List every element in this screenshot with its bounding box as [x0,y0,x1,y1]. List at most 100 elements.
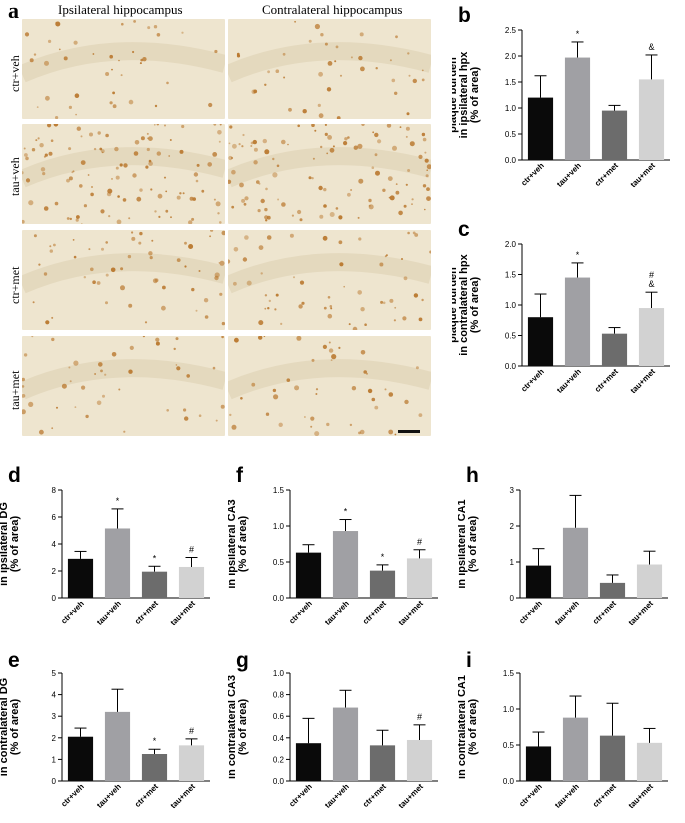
scale-bar [398,430,420,433]
significance-marker: & [648,42,654,52]
x-tick-label: tau+met [397,782,425,810]
y-tick-label: 1 [510,558,515,567]
x-tick-label: tau+veh [95,782,123,810]
y-tick-label: 5 [52,669,57,678]
y-axis-label-line: (% of area) [467,699,479,756]
x-tick-label: ctr+veh [517,782,544,809]
y-axis-label-line: in ipsilateral CA3 [228,499,238,588]
panel-letter-a: a [8,0,19,23]
y-tick-label: 3 [52,712,57,721]
x-tick-label: ctr+met [593,161,620,188]
bar-ctr-met [599,582,626,598]
y-axis-label-line: (% of area) [237,699,249,756]
y-tick-label: 1.0 [505,104,517,113]
y-tick-label: 1.5 [273,486,285,495]
y-axis-label-line: (% of area) [237,516,249,573]
bar-tau-met [178,745,205,781]
x-tick-label: tau+met [629,161,657,189]
panel-letter-h: h [466,464,479,487]
y-tick-label: 1.0 [273,522,285,531]
micrograph-ctr-veh-contralateral [228,19,431,119]
x-tick-label: ctr+veh [519,367,546,394]
y-tick-label: 0.0 [273,594,285,603]
bar-ctr-veh [295,552,322,598]
x-tick-label: ctr+met [133,782,160,809]
x-tick-label: tau+veh [555,367,583,395]
bar-ctr-veh [525,746,552,781]
row-label-tau-met: tau+met [8,370,22,410]
micrograph-ctr-met-contralateral [228,230,431,330]
x-tick-label: tau+met [397,599,425,627]
x-tick-label: tau+veh [323,599,351,627]
bar-ctr-met [369,570,396,598]
y-tick-label: 2 [52,734,57,743]
bar-tau-met [406,558,433,598]
micrograph-tau-met-contralateral [228,336,431,436]
bar-ctr-met [601,333,628,366]
bar-tau-met [638,79,665,160]
micrograph-tau-veh-ipsilateral [22,124,225,224]
bar-tau-met [636,742,663,781]
significance-marker: * [576,250,580,260]
y-tick-label: 1.5 [505,78,517,87]
panel-letter-e: e [8,649,20,672]
bar-ctr-veh [527,97,554,160]
x-tick-label: ctr+met [361,782,388,809]
x-tick-label: tau+met [627,599,655,627]
micrograph-ctr-veh-ipsilateral [22,19,225,119]
y-tick-label: 1 [52,755,57,764]
x-tick-label: ctr+met [591,782,618,809]
bar-ctr-met [599,735,626,781]
y-axis-label-line: in contralateral DG [0,678,10,776]
bar-ctr-met [369,745,396,781]
y-axis-label-line: in ipsilateral DG [0,502,10,586]
x-tick-label: tau+met [629,367,657,395]
panel-letter-c: c [458,218,470,241]
x-tick-label: ctr+veh [519,161,546,188]
panel-letter-b: b [458,4,471,27]
y-axis-label-line: in contralateral CA1 [458,675,468,779]
bar-tau-veh [332,531,359,598]
significance-marker: & [648,279,654,289]
panel-letter-d: d [8,464,21,487]
significance-marker: * [153,736,157,746]
x-tick-label: ctr+met [133,599,160,626]
micrograph-tau-veh-contralateral [228,124,431,224]
y-axis-label-line: in contralateral hpx [458,253,470,355]
y-tick-label: 1.0 [503,705,515,714]
significance-marker: # [189,726,194,736]
significance-marker: # [649,270,654,280]
y-axis-label-line: in ipsilateral hpx [458,51,470,139]
x-tick-label: ctr+veh [287,599,314,626]
y-tick-label: 8 [52,486,57,495]
bar-tau-met [638,308,665,366]
x-tick-label: tau+met [169,782,197,810]
y-axis-label-line: (% of area) [467,516,479,573]
y-tick-label: 1.0 [273,669,285,678]
chart-c: c plaque burden in contralateral hpx (% of … [452,218,670,395]
y-tick-label: 0.8 [273,691,285,700]
bar-ctr-veh [67,736,94,781]
x-tick-label: tau+met [627,782,655,810]
column-title-contralateral: Contralateral hippocampus [262,2,403,17]
column-title-ipsilateral: Ipsilateral hippocampus [58,2,183,17]
y-tick-label: 2.5 [505,26,517,35]
y-axis-label-line: plaque burden [452,57,459,133]
x-tick-label: ctr+veh [59,599,86,626]
significance-marker: * [381,552,385,562]
y-tick-label: 4 [52,540,57,549]
chart-b: b plaque burden in ipsilateral hpx (% of ar… [452,4,670,189]
significance-marker: * [344,507,348,517]
panel-letter-f: f [236,464,244,487]
x-tick-label: tau+veh [553,782,581,810]
y-axis-label-line: (% of area) [469,67,481,124]
significance-marker: * [576,29,580,39]
significance-marker: # [417,712,422,722]
y-tick-label: 0 [52,594,57,603]
x-tick-label: ctr+met [591,599,618,626]
y-axis-label-line: in contralateral CA3 [228,675,238,779]
